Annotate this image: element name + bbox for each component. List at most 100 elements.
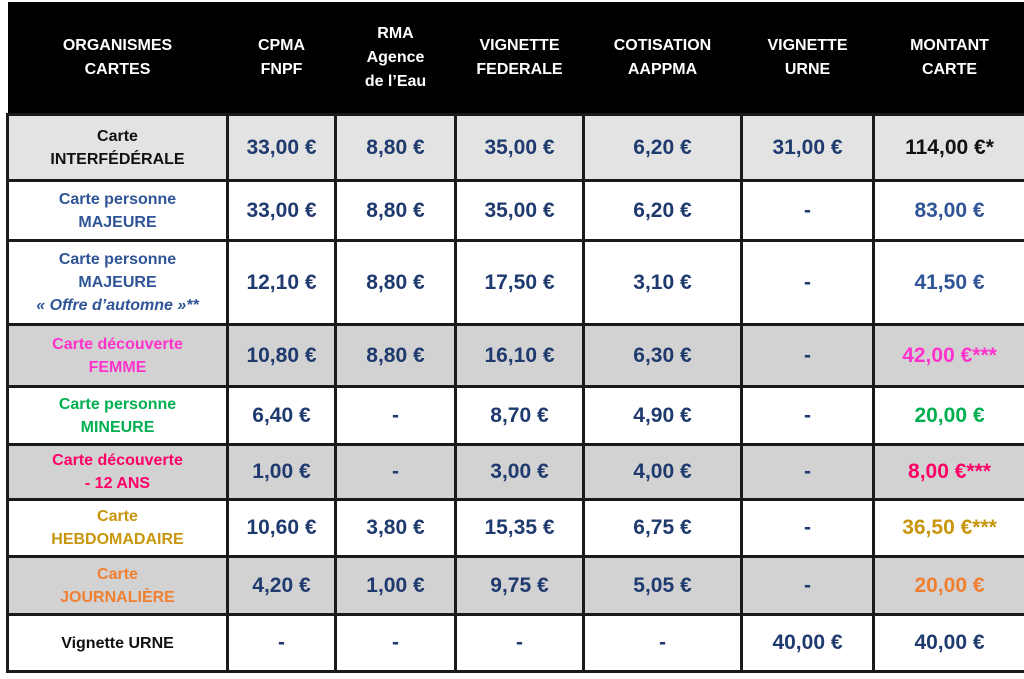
card-name-line: Carte découverte bbox=[52, 452, 183, 469]
total-price-cell: 83,00 € bbox=[872, 179, 1024, 242]
price-cell: 3,00 € bbox=[454, 443, 585, 501]
price-cell: 3,10 € bbox=[582, 239, 743, 326]
price-cell: 6,20 € bbox=[582, 179, 743, 242]
table-row: Carte découverte FEMME 10,80 €8,80 €16,10 … bbox=[6, 323, 1024, 388]
price-cell: 4,20 € bbox=[226, 555, 337, 616]
card-name-cell: Carte personne MAJEURE bbox=[6, 179, 229, 242]
column-header-line: FEDERALE bbox=[476, 60, 563, 78]
price-cell: 8,70 € bbox=[454, 385, 585, 446]
price-cell: 33,00 € bbox=[226, 179, 337, 242]
card-name-line: Vignette URNE bbox=[61, 634, 174, 652]
price-cell: 3,80 € bbox=[334, 498, 457, 558]
column-header: RMA Agence de l’Eau bbox=[335, 2, 456, 115]
price-cell: 8,80 € bbox=[334, 179, 457, 242]
total-price-cell: 40,00 € bbox=[872, 613, 1024, 673]
price-cell: 8,80 € bbox=[334, 113, 457, 182]
price-cell: 6,30 € bbox=[582, 323, 743, 388]
price-cell: 6,75 € bbox=[582, 498, 743, 558]
price-cell: - bbox=[582, 613, 743, 673]
card-name-cell: Carte personne MINEURE bbox=[6, 385, 229, 446]
price-cell: - bbox=[454, 613, 585, 673]
column-header-line: CARTES bbox=[84, 60, 151, 78]
price-cell: 4,00 € bbox=[582, 443, 743, 501]
column-header: CPMA FNPF bbox=[227, 2, 336, 115]
price-cell: 10,60 € bbox=[226, 498, 337, 558]
column-header-line: ORGANISMES bbox=[62, 36, 173, 54]
card-name-cell: Carte découverte - 12 ANS bbox=[6, 443, 229, 501]
table-row: Carte JOURNALIÈRE 4,20 €1,00 €9,75 €5,05 €… bbox=[6, 555, 1024, 616]
total-price-cell: 20,00 € bbox=[872, 555, 1024, 616]
column-header-line: VIGNETTE bbox=[479, 36, 560, 54]
column-header: MONTANT CARTE bbox=[873, 2, 1024, 115]
card-name-line: FEMME bbox=[88, 358, 147, 376]
price-cell: - bbox=[226, 613, 337, 673]
card-name-line: Carte personne bbox=[58, 251, 177, 268]
price-cell: - bbox=[334, 613, 457, 673]
card-name-cell: Carte découverte FEMME bbox=[6, 323, 229, 388]
price-cell: 8,80 € bbox=[334, 323, 457, 388]
column-header-line: URNE bbox=[784, 60, 831, 78]
card-name-line: Carte personne bbox=[58, 395, 177, 413]
table-row: Carte personne MAJEURE « Offre d’automne »… bbox=[6, 239, 1024, 326]
price-cell: - bbox=[334, 443, 457, 501]
price-cell: 9,75 € bbox=[454, 555, 585, 616]
header-row: ORGANISMES CARTES CPMA FNPF RMA Agence de l’Ea… bbox=[7, 2, 1024, 115]
price-cell: - bbox=[740, 555, 875, 616]
price-cell: 15,35 € bbox=[454, 498, 585, 558]
table-row: Carte découverte - 12 ANS 1,00 € -3,00 €4,0… bbox=[6, 443, 1024, 501]
price-cell: - bbox=[334, 385, 457, 446]
price-cell: 1,00 € bbox=[226, 443, 337, 501]
card-name-line: Carte personne bbox=[58, 190, 177, 208]
card-name-cell: Carte HEBDOMADAIRE bbox=[6, 498, 229, 558]
price-cell: 33,00 € bbox=[226, 113, 337, 182]
card-price-table: ORGANISMES CARTES CPMA FNPF RMA Agence de l’Ea… bbox=[6, 2, 1024, 673]
card-name-line: - 12 ANS bbox=[84, 475, 151, 492]
column-header: ORGANISMES CARTES bbox=[7, 2, 228, 115]
column-header-line: MONTANT bbox=[910, 36, 989, 54]
price-cell: - bbox=[740, 179, 875, 242]
table-row: Carte personne MINEURE 6,40 € -8,70 €4,90 €… bbox=[6, 385, 1024, 446]
price-table-container: ORGANISMES CARTES CPMA FNPF RMA Agence de l’Ea… bbox=[6, 2, 1024, 673]
table-row: Vignette URNE - - - -40,00 €40,00 € bbox=[6, 613, 1024, 673]
table-row: Carte personne MAJEURE 33,00 €8,80 €35,00 … bbox=[6, 179, 1024, 242]
column-header: COTISATION AAPPMA bbox=[583, 2, 742, 115]
card-name-cell: Carte JOURNALIÈRE bbox=[6, 555, 229, 616]
column-header: VIGNETTE FEDERALE bbox=[455, 2, 584, 115]
card-name-line: MINEURE bbox=[80, 418, 155, 436]
column-header-line: RMA bbox=[377, 24, 414, 42]
card-name-line: INTERFÉDÉRALE bbox=[50, 150, 185, 168]
column-header-line: de l’Eau bbox=[364, 72, 427, 90]
price-cell: 16,10 € bbox=[454, 323, 585, 388]
price-cell: 35,00 € bbox=[454, 113, 585, 182]
total-price-cell: 20,00 € bbox=[872, 385, 1024, 446]
total-price-cell: 8,00 €*** bbox=[872, 443, 1024, 501]
column-header-line: FNPF bbox=[260, 60, 303, 78]
price-cell: 17,50 € bbox=[454, 239, 585, 326]
price-cell: 10,80 € bbox=[226, 323, 337, 388]
price-cell: 31,00 € bbox=[740, 113, 875, 182]
card-name-cell: Vignette URNE bbox=[6, 613, 229, 673]
price-cell: - bbox=[740, 323, 875, 388]
table-row: Carte HEBDOMADAIRE 10,60 €3,80 €15,35 €6,7… bbox=[6, 498, 1024, 558]
card-name-line: Carte découverte bbox=[52, 335, 183, 353]
price-cell: 12,10 € bbox=[226, 239, 337, 326]
price-cell: - bbox=[740, 443, 875, 501]
price-cell: 8,80 € bbox=[334, 239, 457, 326]
column-header-line: AAPPMA bbox=[627, 60, 698, 78]
card-name-line: Carte bbox=[97, 565, 138, 583]
column-header-line: CARTE bbox=[921, 60, 978, 78]
card-name-line: MAJEURE bbox=[78, 274, 157, 291]
column-header-line: COTISATION bbox=[613, 36, 712, 54]
card-name-line: Carte bbox=[97, 127, 138, 145]
card-name-cell: Carte INTERFÉDÉRALE bbox=[6, 113, 229, 182]
card-name-line: Carte bbox=[97, 508, 138, 525]
card-name-line: MAJEURE bbox=[78, 213, 157, 231]
total-price-cell: 36,50 €*** bbox=[872, 498, 1024, 558]
total-price-cell: 41,50 € bbox=[872, 239, 1024, 326]
price-cell: 6,20 € bbox=[582, 113, 743, 182]
price-cell: 35,00 € bbox=[454, 179, 585, 242]
column-header-line: CPMA bbox=[257, 36, 306, 54]
card-name-line: HEBDOMADAIRE bbox=[51, 531, 184, 548]
total-price-cell: 42,00 €*** bbox=[872, 323, 1024, 388]
price-cell: 5,05 € bbox=[582, 555, 743, 616]
